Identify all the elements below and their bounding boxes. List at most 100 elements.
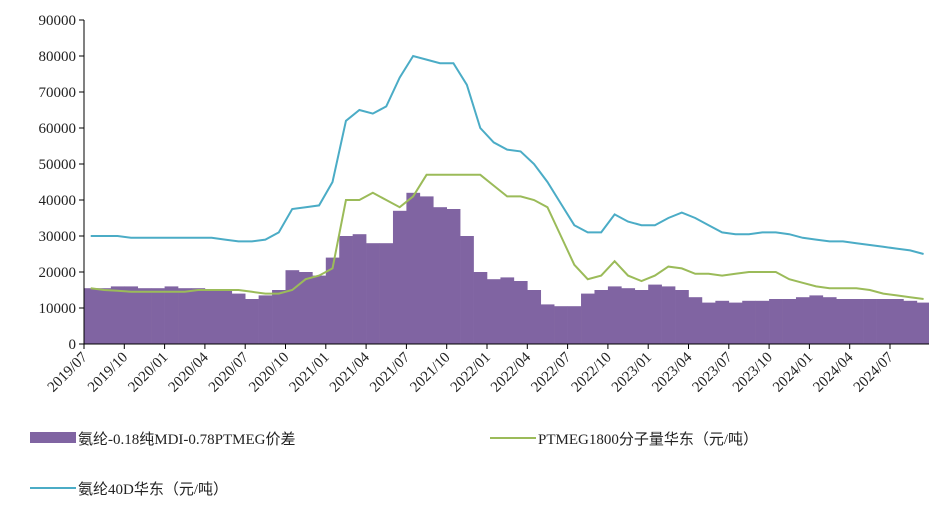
x-tick-label: 2023/07 (690, 349, 736, 395)
bar (849, 299, 864, 344)
y-tick-label: 20000 (39, 265, 77, 281)
bar (634, 290, 649, 344)
bar (406, 192, 421, 344)
x-tick-label: 2024/01 (770, 350, 816, 396)
bar (460, 236, 474, 344)
bar (204, 290, 219, 344)
legend-swatch (30, 432, 76, 443)
bar (769, 299, 783, 344)
bar (809, 295, 824, 344)
bar (728, 302, 743, 344)
bar (487, 279, 501, 344)
bar (84, 288, 98, 344)
bar (379, 243, 394, 344)
y-tick-label: 80000 (39, 49, 77, 65)
bar (218, 290, 233, 344)
bar (258, 295, 273, 344)
x-tick-label: 2024/04 (810, 349, 856, 395)
y-tick-label: 0 (69, 337, 77, 353)
bar (191, 288, 206, 344)
bar (500, 277, 515, 344)
bar (742, 300, 756, 344)
x-tick-label: 2019/10 (85, 350, 131, 396)
x-tick-label: 2023/10 (730, 350, 776, 396)
bar (312, 275, 327, 344)
bar (688, 297, 703, 344)
bar (137, 288, 152, 344)
line-series (90, 54, 924, 255)
bar (621, 288, 636, 344)
bar (151, 288, 165, 344)
bar (540, 304, 555, 344)
bar (675, 290, 689, 344)
bar (124, 286, 139, 344)
bar (661, 286, 676, 344)
bar (231, 293, 246, 344)
legend-label: 氨纶-0.18纯MDI-0.78PTMEG价差 (78, 431, 296, 448)
bar (446, 209, 461, 344)
x-tick-label: 2022/01 (448, 350, 494, 396)
bar (701, 302, 716, 344)
line-series (90, 173, 924, 300)
bar (245, 299, 259, 344)
bar (863, 299, 877, 344)
bar (285, 270, 300, 344)
x-tick-label: 2022/04 (488, 349, 534, 395)
bar (594, 290, 609, 344)
x-tick-label: 2020/10 (246, 350, 292, 396)
bar (272, 290, 286, 344)
bar (298, 272, 313, 344)
bar (567, 306, 582, 344)
bar (715, 300, 730, 344)
y-tick-label: 50000 (39, 157, 77, 173)
bar (782, 299, 797, 344)
y-tick-label: 40000 (39, 193, 77, 209)
y-tick-label: 30000 (39, 229, 77, 245)
y-tick-label: 90000 (39, 13, 77, 29)
bar (473, 272, 488, 344)
x-tick-label: 2021/01 (287, 350, 333, 396)
x-tick-label: 2019/07 (45, 349, 91, 395)
bar (648, 284, 662, 344)
bar (110, 286, 125, 344)
bar (513, 281, 528, 344)
y-tick-label: 70000 (39, 85, 77, 101)
x-tick-label: 2021/10 (407, 350, 453, 396)
bar (325, 257, 340, 344)
x-tick-label: 2021/07 (367, 349, 413, 395)
bar (836, 299, 850, 344)
x-tick-label: 2020/04 (166, 349, 212, 395)
x-tick-label: 2023/04 (649, 349, 695, 395)
bar (164, 286, 179, 344)
legend-label: PTMEG1800分子量华东（元/吨） (538, 431, 758, 448)
bar (527, 290, 542, 344)
bar (178, 288, 192, 344)
x-tick-label: 2022/07 (528, 349, 574, 395)
bar (607, 286, 622, 344)
bar (795, 297, 810, 344)
bar (581, 293, 595, 344)
x-tick-label: 2024/07 (851, 349, 897, 395)
bar (903, 300, 918, 344)
x-tick-label: 2020/07 (206, 349, 252, 395)
y-tick-label: 10000 (39, 301, 77, 317)
bar (339, 236, 353, 344)
bar (433, 207, 447, 344)
bar (755, 300, 770, 344)
bar (352, 234, 367, 344)
bar (392, 210, 407, 344)
x-tick-label: 2023/01 (609, 350, 655, 396)
legend-label: 氨纶40D华东（元/吨） (78, 481, 228, 498)
y-tick-label: 60000 (39, 121, 77, 137)
bar (366, 243, 380, 344)
bar (822, 297, 837, 344)
x-tick-label: 2021/04 (327, 349, 373, 395)
bar (890, 299, 904, 344)
x-tick-label: 2020/01 (125, 350, 171, 396)
bar (554, 306, 568, 344)
bar (97, 288, 112, 344)
bar (876, 299, 891, 344)
bar (916, 302, 929, 344)
x-tick-label: 2022/10 (569, 350, 615, 396)
